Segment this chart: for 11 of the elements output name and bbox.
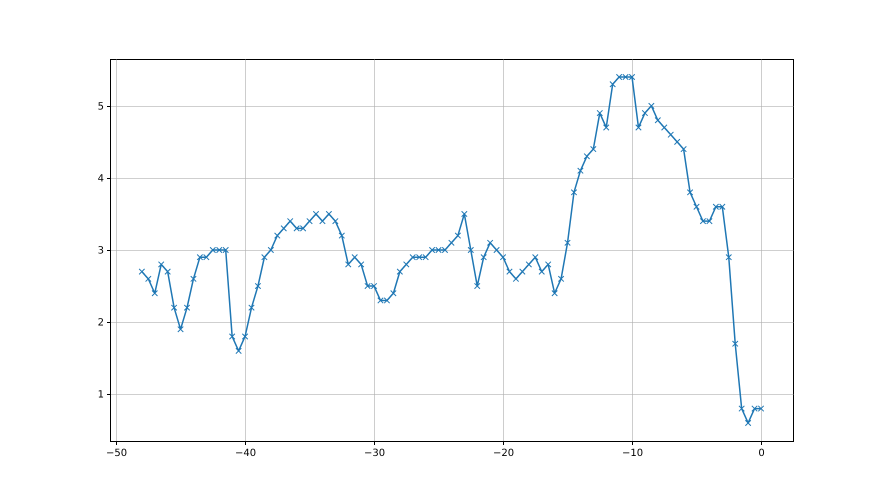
y-tick-label: 2 <box>98 318 104 329</box>
y-tick-label: 3 <box>98 246 104 256</box>
x-tick-label: −10 <box>622 448 644 459</box>
x-tick-label: −50 <box>106 448 128 459</box>
x-tick-label: −40 <box>234 448 256 459</box>
x-tick-label: −20 <box>492 448 514 459</box>
x-tick-label: 0 <box>758 448 765 459</box>
y-tick-label: 5 <box>98 101 104 112</box>
x-tick-label: −30 <box>364 448 386 459</box>
y-tick-label: 4 <box>98 173 104 184</box>
y-tick-label: 1 <box>98 390 104 401</box>
